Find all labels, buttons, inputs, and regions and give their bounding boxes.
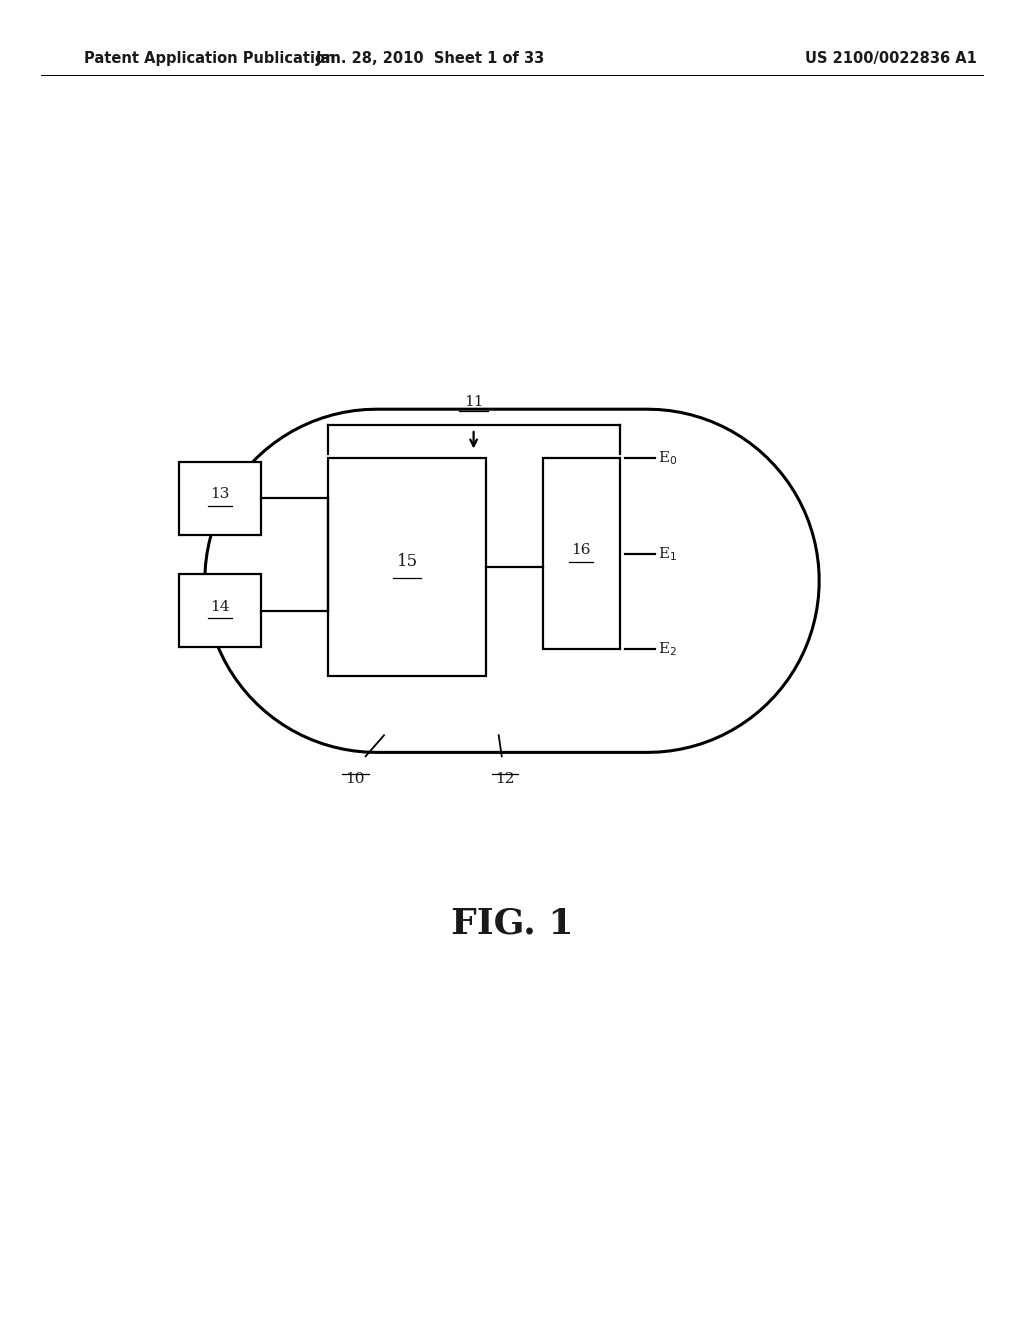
PathPatch shape [205,409,819,752]
Text: 12: 12 [495,772,515,787]
Text: E$_2$: E$_2$ [658,640,678,659]
Text: E$_1$: E$_1$ [658,545,678,562]
Text: Jan. 28, 2010  Sheet 1 of 33: Jan. 28, 2010 Sheet 1 of 33 [315,50,545,66]
Bar [179,462,261,535]
Text: 16: 16 [571,543,591,557]
Text: 14: 14 [210,599,230,614]
Bar [328,458,486,676]
Text: US 2100/0022836 A1: US 2100/0022836 A1 [805,50,977,66]
Text: 10: 10 [345,772,366,787]
Bar [179,574,261,647]
Text: 11: 11 [464,395,483,409]
Text: 13: 13 [211,487,229,502]
Text: Patent Application Publication: Patent Application Publication [84,50,336,66]
Bar [543,458,620,649]
Text: E$_0$: E$_0$ [658,449,678,467]
Text: FIG. 1: FIG. 1 [451,907,573,941]
Text: 15: 15 [396,553,418,570]
